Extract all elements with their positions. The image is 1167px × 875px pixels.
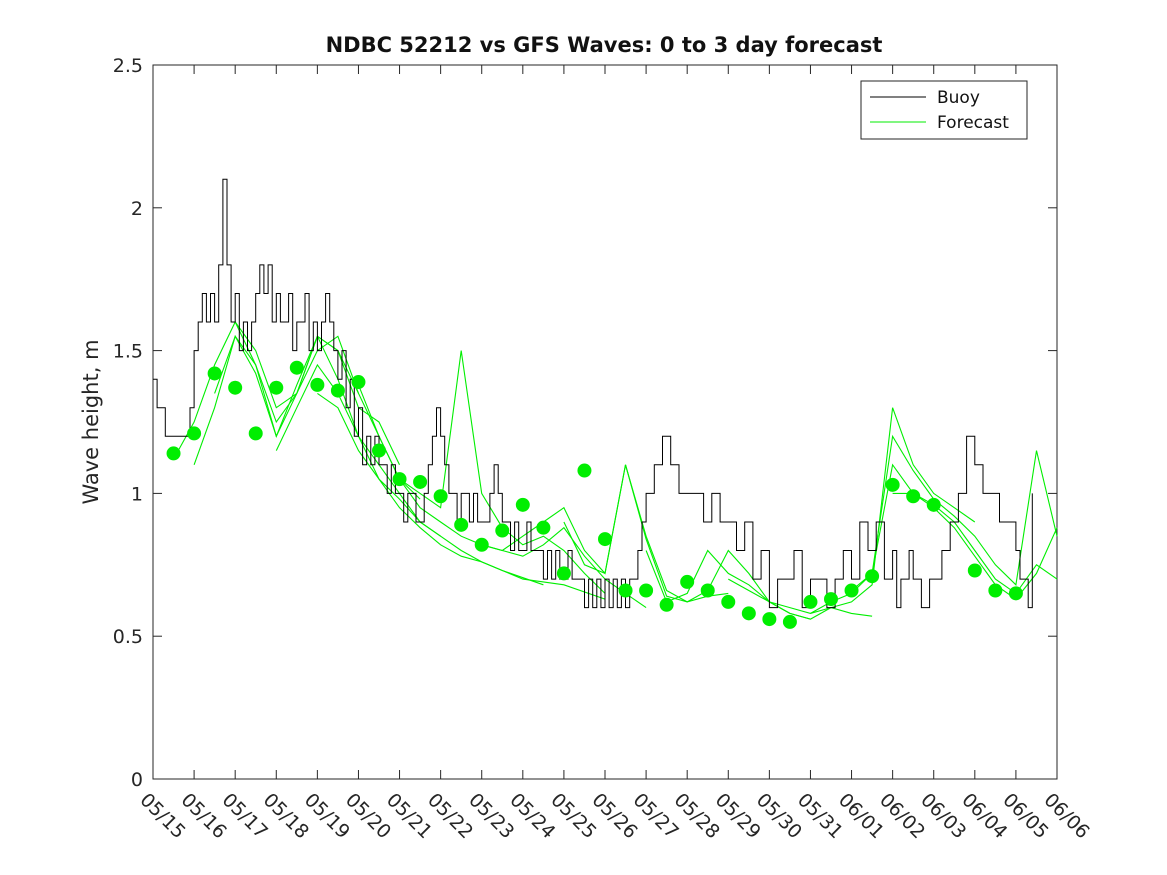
- forecast-marker: [289, 360, 304, 375]
- forecast-marker: [351, 375, 366, 390]
- chart-title: NDBC 52212 vs GFS Waves: 0 to 3 day fore…: [326, 33, 883, 57]
- forecast-marker: [577, 463, 592, 478]
- plot-area: [152, 64, 1058, 780]
- buoy-series-line: [153, 178, 1033, 609]
- forecast-run-line: [851, 463, 1058, 595]
- forecast-marker: [392, 472, 407, 487]
- y-tick-label: 0.5: [113, 626, 143, 648]
- forecast-run-line: [173, 320, 360, 460]
- x-tick-label: 06/05: [998, 789, 1052, 843]
- y-axis-ticks: 0 0.5 1 1.5 2 2.5: [113, 55, 1057, 791]
- x-tick-label: 05/22: [423, 789, 477, 843]
- forecast-marker: [700, 583, 715, 598]
- y-tick-label: 2.5: [113, 55, 143, 77]
- axes-box: [152, 64, 1058, 780]
- forecast-marker: [1008, 586, 1023, 601]
- forecast-marker: [495, 523, 510, 538]
- x-tick-label: 05/25: [546, 789, 600, 843]
- x-tick-label: 05/24: [505, 789, 559, 843]
- x-tick-label: 06/01: [834, 789, 888, 843]
- forecast-marker: [248, 426, 263, 441]
- series-group: [153, 178, 1058, 629]
- y-tick-label: 1.5: [113, 341, 143, 363]
- forecast-run-line: [275, 363, 544, 586]
- x-tick-label: 05/18: [259, 789, 313, 843]
- x-tick-label: 05/16: [177, 789, 231, 843]
- forecast-marker: [228, 380, 243, 395]
- y-tick-label: 0: [131, 769, 143, 791]
- x-tick-label: 05/15: [135, 789, 189, 843]
- x-axis-ticks: 05/1505/1605/1705/1805/1905/2005/2105/22…: [135, 65, 1094, 843]
- x-tick-label: 05/31: [793, 789, 847, 843]
- forecast-marker: [803, 594, 818, 609]
- forecast-marker: [988, 583, 1003, 598]
- x-tick-label: 05/29: [711, 789, 765, 843]
- forecast-marker: [659, 597, 674, 612]
- forecast-marker: [741, 606, 756, 621]
- forecast-run-line: [645, 549, 873, 620]
- y-tick-label: 1: [131, 483, 143, 505]
- forecast-marker: [618, 583, 633, 598]
- forecast-marker: [967, 563, 982, 578]
- forecast-marker: [865, 569, 880, 584]
- forecast-marker: [721, 594, 736, 609]
- forecast-marker: [474, 537, 489, 552]
- forecast-marker: [824, 592, 838, 607]
- forecast-marker: [639, 583, 654, 598]
- x-tick-label: 05/23: [464, 789, 518, 843]
- forecast-marker: [926, 497, 941, 512]
- x-tick-label: 05/21: [382, 789, 436, 843]
- forecast-marker: [330, 383, 345, 398]
- forecast-marker: [310, 377, 325, 392]
- legend: Buoy Forecast: [860, 80, 1028, 140]
- x-tick-label: 06/04: [957, 789, 1011, 843]
- forecast-marker: [885, 477, 900, 492]
- x-tick-label: 05/26: [587, 789, 641, 843]
- forecast-run-line: [317, 392, 606, 600]
- x-tick-label: 05/30: [752, 789, 806, 843]
- forecast-marker: [187, 426, 202, 441]
- x-tick-label: 06/03: [916, 789, 970, 843]
- x-tick-label: 05/20: [341, 789, 395, 843]
- legend-box: [860, 80, 1028, 140]
- x-tick-label: 05/19: [300, 789, 354, 843]
- forecast-run-line: [214, 334, 421, 500]
- forecast-marker: [207, 366, 222, 381]
- x-tick-label: 06/06: [1039, 789, 1093, 843]
- forecast-marker: [413, 474, 428, 489]
- forecast-marker: [844, 583, 859, 598]
- forecast-run-line: [728, 407, 976, 614]
- forecast-marker: [906, 489, 921, 504]
- forecast-marker: [762, 612, 777, 627]
- forecast-run-line: [892, 492, 1058, 600]
- forecast-marker: [598, 532, 612, 547]
- forecast-marker: [515, 497, 530, 512]
- legend-buoy-label: Buoy: [937, 88, 980, 108]
- forecast-marker: [166, 446, 181, 461]
- x-tick-label: 05/27: [629, 789, 683, 843]
- forecast-marker: [556, 566, 571, 581]
- forecast-marker: [433, 489, 448, 504]
- forecast-marker: [454, 517, 469, 532]
- y-axis-label: Wave height, m: [79, 339, 103, 504]
- forecast-run-line: [193, 335, 400, 466]
- x-tick-label: 05/17: [218, 789, 272, 843]
- x-tick-label: 06/02: [875, 789, 929, 843]
- legend-forecast-label: Forecast: [937, 113, 1009, 133]
- forecast-marker: [536, 520, 551, 535]
- x-tick-label: 05/28: [670, 789, 724, 843]
- forecast-marker: [680, 574, 695, 589]
- forecast-marker: [269, 380, 284, 395]
- forecast-marker: [782, 614, 797, 629]
- forecast-marker: [372, 443, 386, 458]
- y-tick-label: 2: [131, 198, 143, 220]
